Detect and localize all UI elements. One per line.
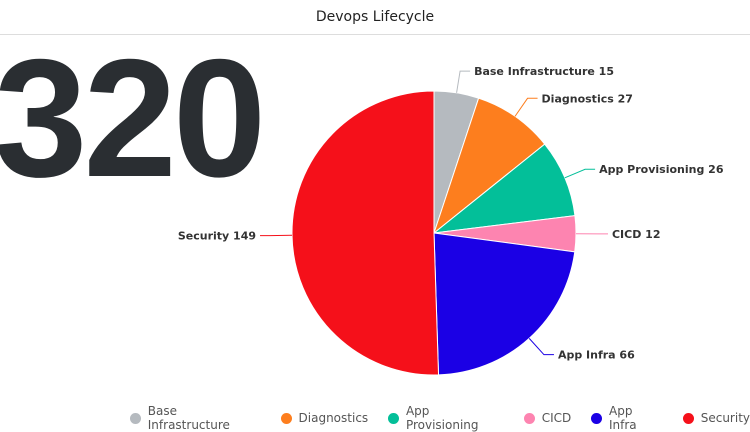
legend-label: Security [701,411,750,425]
leader-line-1 [515,98,538,116]
legend-item-4[interactable]: App Infra [591,404,662,432]
legend-dot-icon [388,413,399,424]
legend: Base Infrastructure Diagnostics App Provis… [130,404,750,432]
legend-label: App Provisioning [406,404,504,432]
legend-dot-icon [683,413,694,424]
data-label-3: CICD 12 [612,228,661,241]
legend-dot-icon [130,413,141,424]
legend-item-3[interactable]: CICD [524,404,572,432]
legend-item-5[interactable]: Security [683,404,750,432]
legend-item-2[interactable]: App Provisioning [388,404,504,432]
legend-dot-icon [524,413,535,424]
data-label-4: App Infra 66 [558,349,635,362]
legend-label: App Infra [609,404,663,432]
leader-line-2 [565,169,595,178]
legend-label: CICD [542,411,572,425]
data-label-1: Diagnostics 27 [542,92,633,105]
pie-slice-4[interactable] [434,233,575,375]
leader-line-0 [457,71,470,93]
legend-dot-icon [281,413,292,424]
legend-label: Base Infrastructure [148,404,261,432]
data-label-0: Base Infrastructure 15 [474,65,614,78]
pie-slice-5[interactable] [292,91,439,375]
legend-item-0[interactable]: Base Infrastructure [130,404,261,432]
data-label-5: Security 149 [178,230,256,243]
legend-item-1[interactable]: Diagnostics [281,404,369,432]
legend-dot-icon [591,413,602,424]
pie-chart: Base Infrastructure 15 Diagnostics 27 App … [0,0,750,420]
leader-line-4 [529,338,554,354]
data-label-2: App Provisioning 26 [599,163,724,176]
legend-label: Diagnostics [299,411,369,425]
